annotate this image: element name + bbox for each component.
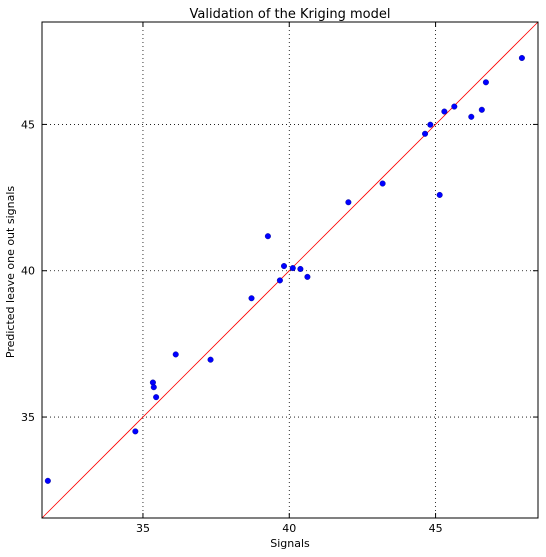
data-point — [478, 106, 485, 113]
data-point — [264, 233, 271, 240]
data-point — [518, 54, 525, 61]
data-point — [276, 277, 283, 284]
x-tick-label: 40 — [282, 522, 296, 535]
chart-title: Validation of the Kriging model — [190, 7, 391, 22]
data-point — [297, 265, 304, 272]
data-point — [422, 130, 429, 137]
data-point — [468, 113, 475, 120]
plot-frame — [41, 21, 539, 519]
data-point — [427, 121, 434, 128]
data-point — [150, 384, 157, 391]
data-point — [281, 263, 288, 270]
data-point — [132, 428, 139, 435]
data-point — [451, 103, 458, 110]
x-axis-label: Signals — [270, 537, 310, 550]
data-point — [153, 394, 160, 401]
data-point — [289, 265, 296, 272]
data-point — [436, 191, 443, 198]
data-point — [345, 199, 352, 206]
y-tick-label: 40 — [21, 265, 35, 278]
data-point — [248, 295, 255, 302]
data-point — [441, 108, 448, 115]
grid-lines — [42, 22, 538, 518]
data-point — [379, 180, 386, 187]
data-point — [44, 477, 51, 484]
y-tick-label: 45 — [21, 118, 35, 131]
y-tick-label: 35 — [21, 411, 35, 424]
data-point — [482, 79, 489, 86]
data-point — [207, 356, 214, 363]
y-axis-label: Predicted leave one out signals — [4, 186, 17, 358]
data-point — [304, 273, 311, 280]
data-point — [172, 351, 179, 358]
axis-ticks: 35 40 45 35 40 45 — [21, 22, 538, 535]
data-points — [44, 54, 525, 484]
x-tick-label: 35 — [136, 522, 150, 535]
x-tick-label: 45 — [429, 522, 443, 535]
